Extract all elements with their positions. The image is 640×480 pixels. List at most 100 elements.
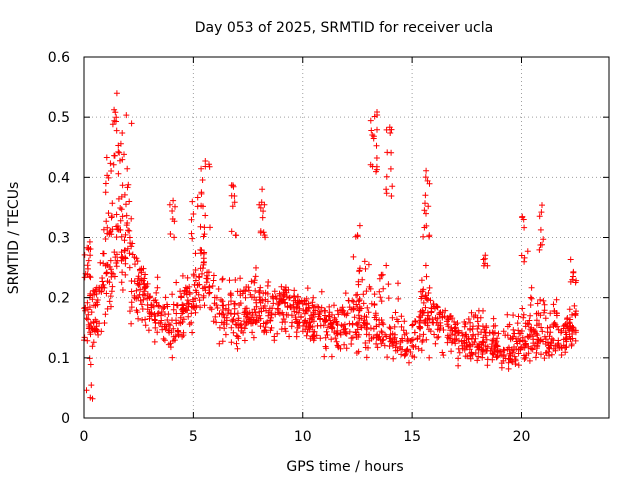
data-point xyxy=(119,269,126,276)
data-point xyxy=(356,307,363,314)
data-point xyxy=(480,262,487,269)
data-point xyxy=(312,303,318,310)
data-point xyxy=(451,325,458,332)
data-point xyxy=(568,341,575,348)
data-point xyxy=(286,333,293,340)
data-point xyxy=(341,341,348,348)
data-point xyxy=(170,325,177,332)
data-point xyxy=(511,346,517,353)
data-point xyxy=(513,335,520,342)
data-point xyxy=(294,293,301,300)
data-point xyxy=(103,270,110,277)
data-point xyxy=(119,287,126,293)
data-point xyxy=(153,289,160,296)
data-point xyxy=(219,276,226,283)
data-point xyxy=(103,290,110,297)
data-point xyxy=(145,327,152,334)
data-point xyxy=(529,333,536,340)
data-point xyxy=(214,305,221,311)
data-point xyxy=(192,277,199,284)
data-point xyxy=(213,319,220,326)
data-point xyxy=(118,279,125,286)
data-point xyxy=(550,321,557,328)
data-point xyxy=(456,349,463,356)
data-point xyxy=(113,263,120,270)
data-point xyxy=(81,334,88,341)
data-point xyxy=(518,344,525,351)
data-point xyxy=(533,349,540,356)
data-point xyxy=(190,304,196,311)
data-point xyxy=(525,343,532,350)
data-point xyxy=(195,273,202,280)
data-point xyxy=(122,254,128,261)
data-point xyxy=(492,322,499,329)
data-point xyxy=(250,334,257,341)
data-point xyxy=(298,313,305,320)
data-point xyxy=(247,291,254,298)
data-point xyxy=(539,202,545,209)
data-point xyxy=(371,291,378,298)
data-point xyxy=(107,257,114,264)
data-point xyxy=(122,271,129,278)
data-point xyxy=(540,297,547,304)
data-point xyxy=(104,224,111,231)
data-point xyxy=(376,288,383,295)
data-point xyxy=(470,313,477,320)
data-point xyxy=(179,319,186,325)
data-point xyxy=(367,117,374,124)
data-point xyxy=(354,304,361,310)
data-point xyxy=(169,291,176,298)
data-point xyxy=(404,338,411,345)
data-point xyxy=(409,321,416,328)
data-point xyxy=(570,269,577,276)
data-point xyxy=(326,309,333,316)
data-point xyxy=(177,314,184,321)
data-point xyxy=(318,304,325,311)
data-point xyxy=(310,294,317,301)
data-point xyxy=(119,182,126,189)
data-point xyxy=(186,321,193,328)
data-point xyxy=(107,293,114,300)
data-point xyxy=(179,310,185,317)
data-point xyxy=(190,211,197,217)
data-point xyxy=(573,277,580,284)
data-point xyxy=(171,234,178,241)
y-axis-title: SRMTID / TECUs xyxy=(6,182,22,295)
data-point xyxy=(403,330,410,337)
data-point xyxy=(341,326,348,333)
data-point xyxy=(291,287,298,294)
data-point xyxy=(527,302,534,308)
data-point xyxy=(373,168,379,175)
data-point xyxy=(323,328,330,335)
data-point xyxy=(343,345,350,352)
data-point xyxy=(109,121,116,128)
data-point xyxy=(124,245,131,252)
data-point xyxy=(98,288,105,295)
data-point xyxy=(107,160,114,167)
data-point xyxy=(385,281,392,288)
data-point xyxy=(179,333,186,340)
data-point xyxy=(243,284,250,290)
data-point xyxy=(486,329,493,336)
data-point xyxy=(265,309,272,316)
data-point xyxy=(174,302,181,309)
data-point xyxy=(317,308,324,315)
data-point xyxy=(395,295,402,302)
data-point xyxy=(534,332,541,339)
data-point xyxy=(228,324,235,331)
data-point xyxy=(141,283,148,290)
data-point xyxy=(531,342,538,349)
data-point xyxy=(409,322,416,329)
data-point xyxy=(519,214,526,221)
data-point xyxy=(356,297,363,304)
data-point xyxy=(489,337,496,344)
data-point xyxy=(446,313,453,320)
data-point xyxy=(475,331,482,338)
data-point xyxy=(181,290,188,297)
data-point xyxy=(368,300,375,307)
x-tick-label: 5 xyxy=(189,429,198,445)
data-point xyxy=(418,347,425,354)
data-point xyxy=(374,331,381,338)
data-point xyxy=(259,214,266,221)
data-point xyxy=(483,323,490,329)
